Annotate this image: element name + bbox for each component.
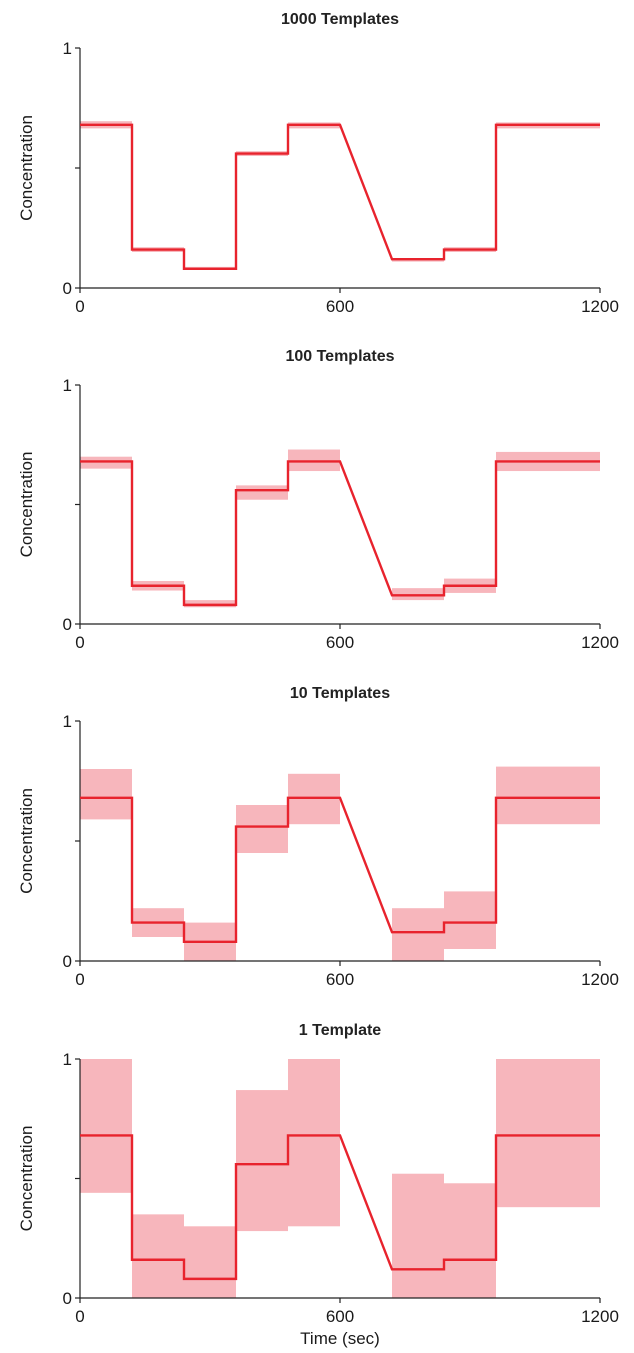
uncertainty-band [236,485,288,500]
x-tick-label: 1200 [581,1307,619,1326]
y-axis-label: Concentration [17,1126,36,1232]
x-tick-label: 0 [75,297,84,316]
uncertainty-band [236,805,288,853]
uncertainty-band [288,1059,340,1227]
y-axis-label: Concentration [17,452,36,558]
uncertainty-band [444,891,496,949]
x-tick-label: 600 [326,970,354,989]
uncertainty-band [80,1059,132,1193]
y-axis-label: Concentration [17,115,36,221]
x-tick-label: 600 [326,633,354,652]
chart-panel-0: 1000 Templates 0 1 0 600 1200 Concentration [17,11,619,316]
x-tick-label: 0 [75,970,84,989]
chart-title: 100 Templates [285,348,394,365]
x-tick-label: 0 [75,633,84,652]
series-line [80,460,600,607]
y-tick-label: 1 [63,712,72,731]
x-tick-label: 600 [326,297,354,316]
series-line [80,796,600,943]
chart-title: 1000 Templates [281,11,399,28]
x-tick-label: 0 [75,1307,84,1326]
uncertainty-band [496,1059,600,1208]
x-tick-label: 600 [326,1307,354,1326]
chart-panel-1: 100 Templates 0 1 0 600 1200 Concentration [17,348,619,652]
uncertainty-band [444,1183,496,1298]
uncertainty-band [496,766,600,825]
uncertainty-band [80,769,132,820]
chart-title: 10 Templates [290,685,390,702]
chart-panel-3: 1 Template 0 1 0 600 1200 Concentration Time (s… [17,1022,619,1348]
uncertainty-band [236,1090,288,1232]
x-tick-label: 1200 [581,633,619,652]
uncertainty-band [392,908,444,961]
chart-title: 1 Template [299,1022,382,1039]
uncertainty-band [184,1226,236,1298]
y-tick-label: 1 [63,1050,72,1069]
y-tick-label: 1 [63,39,72,58]
x-axis-label: Time (sec) [300,1329,380,1348]
y-tick-label: 0 [63,1289,72,1308]
x-tick-label: 1200 [581,970,619,989]
y-axis-label: Concentration [17,788,36,894]
chart-panel-2: 10 Templates 0 1 0 600 1200 Concentration [17,685,619,989]
series-line [80,123,600,270]
y-tick-label: 0 [63,952,72,971]
uncertainty-band [392,1173,444,1298]
x-tick-label: 1200 [581,297,619,316]
uncertainty-band [132,1214,184,1298]
y-tick-label: 0 [63,279,72,298]
y-tick-label: 1 [63,376,72,395]
y-tick-label: 0 [63,615,72,634]
series-line [80,1134,600,1281]
